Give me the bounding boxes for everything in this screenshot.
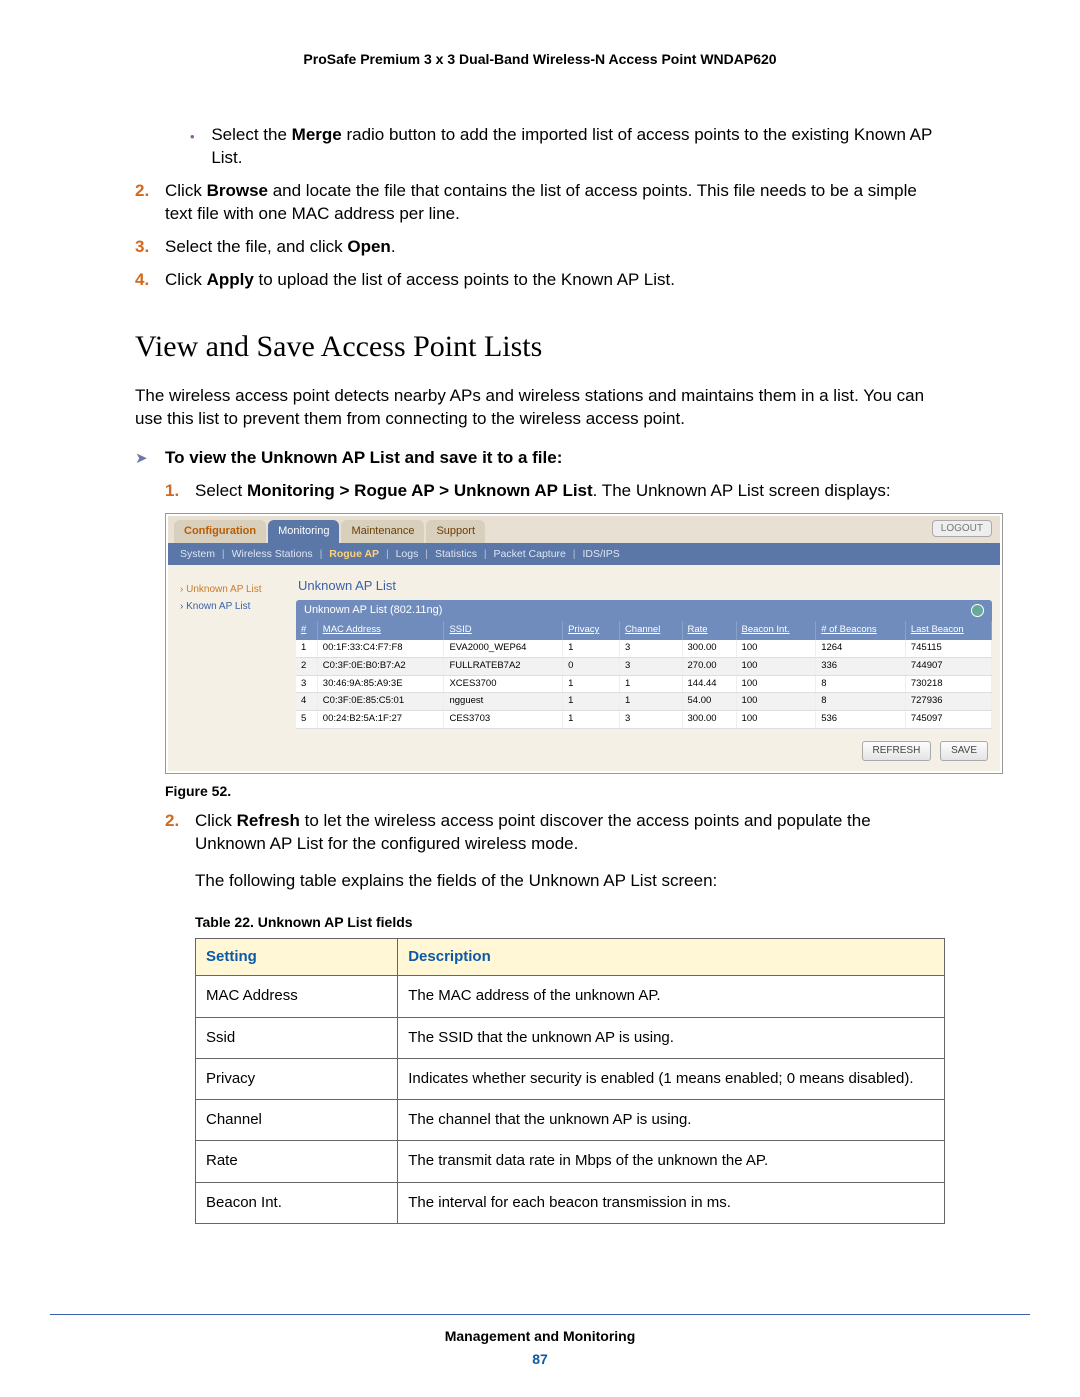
- table-row: MAC AddressThe MAC address of the unknow…: [196, 976, 945, 1017]
- aplist-th[interactable]: Privacy: [563, 621, 620, 640]
- table-row: 330:46:9A:85:A9:3EXCES370011144.44100873…: [296, 675, 992, 693]
- sub-tabstrip: System | Wireless Stations | Rogue AP | …: [168, 543, 1000, 565]
- help-icon[interactable]: [971, 604, 984, 617]
- tab-monitoring[interactable]: Monitoring: [268, 520, 339, 543]
- bullet-marker: •: [190, 124, 211, 170]
- table-row: 2C0:3F:0E:B0:B7:A2FULLRATEB7A203270.0010…: [296, 657, 992, 675]
- sidenav-unknown-ap-list[interactable]: Unknown AP List: [180, 581, 292, 599]
- step-number-3: 3.: [135, 236, 165, 259]
- logout-button[interactable]: LOGOUT: [932, 520, 992, 538]
- subtab-packet-capture[interactable]: Packet Capture: [490, 548, 570, 560]
- subtab-ids-ips[interactable]: IDS/IPS: [578, 548, 623, 560]
- save-button[interactable]: SAVE: [940, 741, 988, 761]
- proc-step-2-text: Click Refresh to let the wireless access…: [195, 810, 945, 856]
- aplist-th[interactable]: #: [296, 621, 317, 640]
- proc-arrow-icon: ➤: [135, 447, 165, 470]
- aplist-th[interactable]: SSID: [444, 621, 563, 640]
- proc-step-1-text: Select Monitoring > Rogue AP > Unknown A…: [195, 480, 945, 503]
- figure-caption: Figure 52.: [165, 782, 945, 801]
- tab-configuration[interactable]: Configuration: [174, 520, 266, 543]
- aplist-th[interactable]: Last Beacon: [905, 621, 991, 640]
- doc-header: ProSafe Premium 3 x 3 Dual-Band Wireless…: [135, 50, 945, 69]
- aplist-th[interactable]: Channel: [619, 621, 682, 640]
- subtab-system[interactable]: System: [176, 548, 219, 560]
- panel-title: Unknown AP List: [296, 573, 992, 601]
- fields-th-setting: Setting: [196, 939, 398, 976]
- table-row: 4C0:3F:0E:85:C5:01ngguest1154.0010087279…: [296, 693, 992, 711]
- table-row: 100:1F:33:C4:F7:F8EVA2000_WEP6413300.001…: [296, 640, 992, 657]
- tab-maintenance[interactable]: Maintenance: [341, 520, 424, 543]
- group-header: Unknown AP List (802.11ng): [296, 600, 992, 621]
- table-row: ChannelThe channel that the unknown AP i…: [196, 1100, 945, 1141]
- step-number-4: 4.: [135, 269, 165, 292]
- section-heading: View and Save Access Point Lists: [135, 327, 945, 368]
- proc-step-number-1: 1.: [165, 480, 195, 503]
- side-nav: Unknown AP List Known AP List: [176, 573, 296, 729]
- sidenav-known-ap-list[interactable]: Known AP List: [180, 598, 292, 616]
- step-number-2: 2.: [135, 180, 165, 226]
- table-row: 500:24:B2:5A:1F:27CES370313300.001005367…: [296, 711, 992, 729]
- table-row: PrivacyIndicates whether security is ena…: [196, 1058, 945, 1099]
- aplist-th[interactable]: MAC Address: [317, 621, 444, 640]
- tab-support[interactable]: Support: [426, 520, 485, 543]
- subtab-rogue-ap[interactable]: Rogue AP: [325, 548, 383, 560]
- table-row: RateThe transmit data rate in Mbps of th…: [196, 1141, 945, 1182]
- fields-table: Setting Description MAC AddressThe MAC a…: [195, 938, 945, 1224]
- following-paragraph: The following table explains the fields …: [195, 870, 945, 893]
- screenshot-unknown-ap-list: Configuration Monitoring Maintenance Sup…: [165, 513, 1003, 774]
- top-tabstrip: Configuration Monitoring Maintenance Sup…: [168, 516, 1000, 543]
- bullet-merge: Select the Merge radio button to add the…: [211, 124, 945, 170]
- subtab-wireless-stations[interactable]: Wireless Stations: [228, 548, 317, 560]
- proc-step-number-2: 2.: [165, 810, 195, 856]
- proc-heading: To view the Unknown AP List and save it …: [165, 447, 562, 470]
- step-3-text: Select the file, and click Open.: [165, 236, 945, 259]
- aplist-th[interactable]: Beacon Int.: [736, 621, 816, 640]
- ap-list-table: #MAC AddressSSIDPrivacyChannelRateBeacon…: [296, 621, 992, 729]
- aplist-th[interactable]: Rate: [682, 621, 736, 640]
- refresh-button[interactable]: REFRESH: [862, 741, 932, 761]
- table-caption: Table 22. Unknown AP List fields: [195, 913, 945, 932]
- table-row: Beacon Int.The interval for each beacon …: [196, 1182, 945, 1223]
- step-4-text: Click Apply to upload the list of access…: [165, 269, 945, 292]
- aplist-th[interactable]: # of Beacons: [816, 621, 906, 640]
- subtab-logs[interactable]: Logs: [392, 548, 423, 560]
- table-row: SsidThe SSID that the unknown AP is usin…: [196, 1017, 945, 1058]
- section-intro: The wireless access point detects nearby…: [135, 385, 945, 431]
- step-2-text: Click Browse and locate the file that co…: [165, 180, 945, 226]
- subtab-statistics[interactable]: Statistics: [431, 548, 481, 560]
- footer-page-number: 87: [0, 1350, 1080, 1369]
- fields-th-description: Description: [398, 939, 945, 976]
- footer-chapter: Management and Monitoring: [0, 1327, 1080, 1346]
